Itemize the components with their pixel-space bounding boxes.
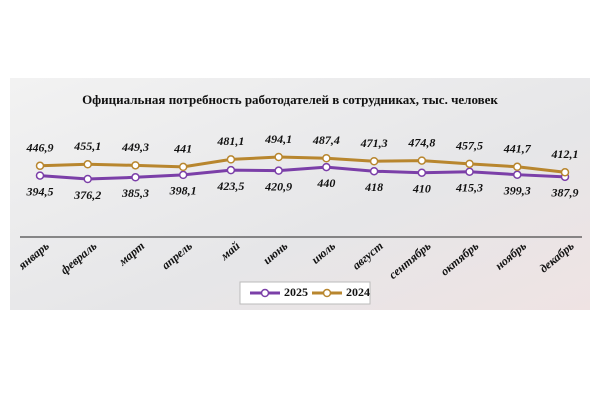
marker: [560, 168, 570, 177]
marker: [322, 154, 331, 163]
data-label: 412,1: [551, 147, 579, 161]
data-label: 455,1: [73, 139, 101, 153]
data-label: 420,9: [264, 179, 292, 193]
data-label: 398,1: [169, 184, 197, 198]
legend-label: 2025: [284, 285, 308, 299]
marker: [131, 161, 140, 170]
marker: [417, 156, 427, 165]
marker: [513, 170, 522, 179]
data-label: 385,3: [121, 186, 149, 200]
marker: [513, 162, 522, 172]
line: [39, 155, 566, 174]
data-label: 399,3: [503, 183, 531, 197]
marker: [178, 170, 188, 180]
marker: [35, 171, 45, 180]
legend-marker: [322, 288, 332, 298]
data-label: 410: [412, 181, 431, 195]
marker: [274, 166, 283, 175]
marker: [322, 162, 331, 172]
data-label: 387,9: [551, 186, 579, 200]
data-label: 449,3: [121, 140, 149, 154]
marker: [465, 159, 474, 169]
data-label: 418: [364, 180, 383, 194]
data-label: 441,7: [503, 142, 532, 156]
marker: [369, 166, 379, 176]
data-label: 471,3: [360, 136, 388, 150]
data-label: 376,2: [73, 188, 101, 202]
marker: [226, 155, 236, 164]
marker: [417, 168, 427, 177]
marker: [274, 152, 283, 162]
marker: [131, 173, 140, 182]
legend-label: 2024: [346, 285, 370, 299]
legend-marker: [260, 288, 270, 298]
chart-title: Официальная потребность работодателей в …: [82, 92, 498, 107]
marker: [35, 161, 45, 171]
data-label: 415,3: [455, 180, 483, 194]
data-label: 494,1: [264, 132, 292, 146]
data-label: 474,8: [407, 135, 435, 149]
marker: [369, 157, 379, 166]
marker: [178, 162, 188, 172]
data-label: 481,1: [216, 134, 244, 148]
marker: [226, 165, 236, 175]
data-label: 487,4: [312, 133, 340, 147]
data-label: 440: [316, 176, 335, 190]
data-label: 457,5: [455, 139, 483, 153]
data-label: 423,5: [216, 179, 244, 193]
marker: [83, 174, 92, 184]
marker: [83, 160, 92, 169]
line: [39, 165, 566, 181]
background: [10, 78, 590, 310]
data-label: 446,9: [26, 141, 54, 155]
marker: [465, 167, 474, 176]
legend: [239, 281, 371, 305]
data-label: 441: [173, 142, 192, 156]
data-label: 394,5: [26, 184, 54, 198]
